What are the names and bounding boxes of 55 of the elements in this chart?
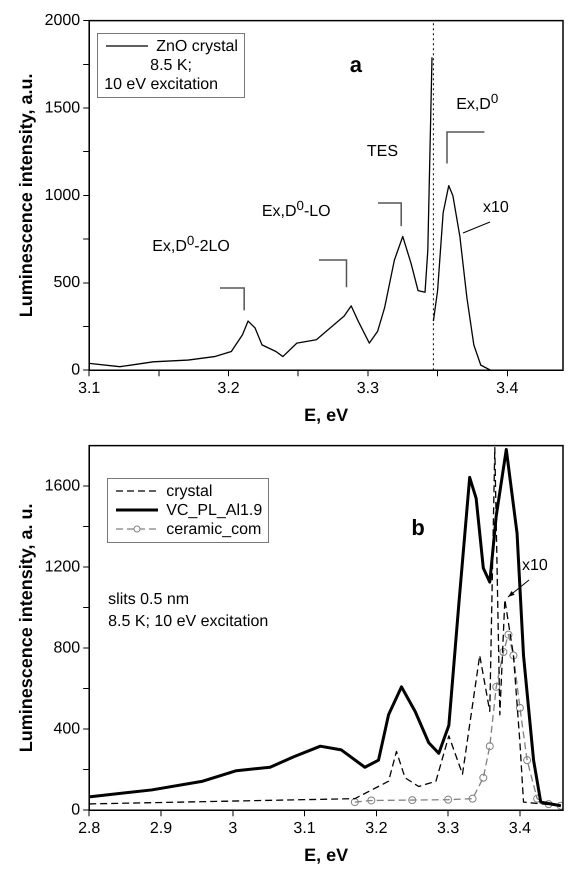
legend-label: crystal [166,482,212,501]
annotation: x10 [522,556,548,575]
x-tick-label: 3.4 [508,820,532,838]
annotation: b [411,514,425,540]
point [499,648,508,656]
y-tick-label: 1500 [44,99,80,116]
x-tick-label: 3.1 [293,820,316,838]
y-tick-label: 1000 [44,186,80,204]
x-tick-label: 2.8 [78,820,100,838]
y-tick-label: 0 [71,802,80,819]
y-axis-title: Luminescence intensity, a.u. [16,74,36,318]
y-tick-label: 800 [53,640,80,657]
x-tick-label: 3.3 [437,820,460,838]
point [516,704,524,712]
y-tick-label: 1200 [44,558,80,576]
x-axis-title: E, eV [304,845,348,866]
point [486,742,494,750]
point [468,794,477,803]
point [523,756,532,764]
point [544,800,553,808]
point [444,796,452,804]
annotation: Ex,D$^{0}$-LO [262,196,331,222]
annotation: x10 [482,199,509,218]
annotation: slits 0.5 nm [108,591,190,610]
point [367,796,376,804]
y-tick-label: 0 [71,362,80,379]
y-tick-label: 400 [53,720,80,738]
point [408,796,416,804]
legend-label: ZnO crystal [156,36,238,56]
annotation: 10 eV excitation [104,74,220,94]
y-tick-label: 2000 [44,12,80,30]
annotation: TES [366,143,398,162]
x-tick-label: 2.9 [150,820,172,838]
y-axis-title: Luminescence intensity, a. u. [16,504,36,752]
x-tick-label: 3.4 [496,380,518,398]
point [492,682,500,691]
x-tick-label: 3.1 [78,380,100,398]
annotation: 8.5 K; 10 eV excitation [108,613,268,632]
annotation: Ex,D$^{0}$-2LO [152,231,230,256]
legend-label: VC_PL_Al1.9 [166,500,262,520]
annotation: a [350,52,362,77]
y-tick-label: 500 [53,274,80,292]
x-axis-title: E, eV [304,405,348,426]
x-tick-label: 3.2 [365,820,388,838]
x-tick-label: 3 [228,820,238,838]
x-tick-label: 3.2 [217,380,240,398]
point [509,651,518,660]
x-tick-label: 3.3 [356,380,380,398]
annotation: 8.5 K; [149,56,193,75]
point [504,630,512,639]
y-tick-label: 1600 [44,478,80,495]
point [479,774,488,782]
annotation: Ex,D$^{0}$ [456,90,498,114]
legend-label: ceramic_com [166,520,262,539]
point [350,798,359,806]
